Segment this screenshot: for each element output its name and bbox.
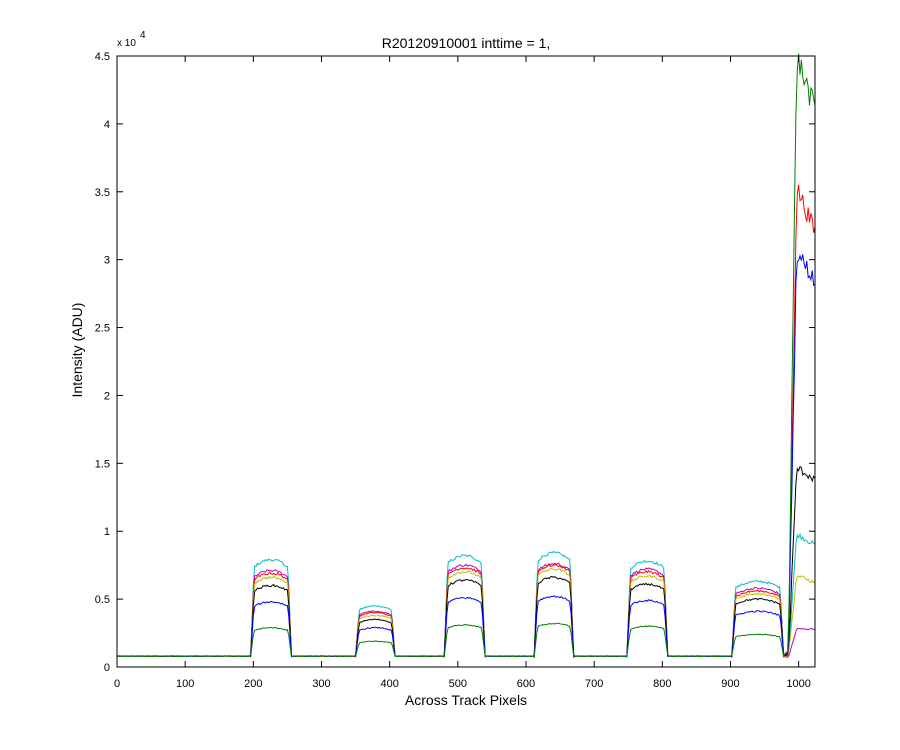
series-layer — [116, 53, 816, 659]
series-line-6 — [116, 53, 816, 658]
x-tick-label: 500 — [449, 678, 467, 690]
x-tick-label: 900 — [721, 678, 739, 690]
y-tick-label: 4.5 — [95, 51, 110, 63]
plot-frame — [116, 55, 816, 668]
y-exponent-base: x 10 — [117, 38, 136, 49]
x-tick-label: 100 — [176, 678, 194, 690]
x-tick-label: 600 — [517, 678, 535, 690]
x-tick-label: 300 — [312, 678, 330, 690]
y-tick-label: 1 — [104, 526, 110, 538]
x-tick-label: 1000 — [786, 678, 810, 690]
x-axis-label: Across Track Pixels — [405, 692, 527, 708]
y-tick-label: 1.5 — [95, 458, 110, 470]
y-exponent-power: 4 — [140, 30, 146, 41]
y-axis-label: Intensity (ADU) — [69, 303, 85, 398]
plot-area — [117, 56, 815, 667]
y-tick-label: 0.5 — [95, 594, 110, 606]
x-tick-label: 700 — [585, 678, 603, 690]
x-tick-label: 200 — [244, 678, 262, 690]
chart-title: R20120910001 inttime = 1, — [382, 35, 551, 51]
y-tick-label: 0 — [104, 662, 110, 674]
y-tick-label: 4 — [104, 119, 110, 131]
x-tick-label: 0 — [114, 678, 120, 690]
y-tick-label: 2 — [104, 390, 110, 402]
x-tick-label: 400 — [380, 678, 398, 690]
y-tick-label: 3.5 — [95, 187, 110, 199]
x-axis-ticks: 0 100 200 300 400 500 600 700 800 900 1000 — [114, 56, 811, 690]
x-tick-label: 800 — [653, 678, 671, 690]
y-tick-label: 3 — [104, 255, 110, 267]
y-tick-label: 2.5 — [95, 323, 110, 335]
y-axis-ticks: 0 0.5 1 1.5 2 2.5 3 3.5 4 4.5 — [95, 51, 815, 674]
